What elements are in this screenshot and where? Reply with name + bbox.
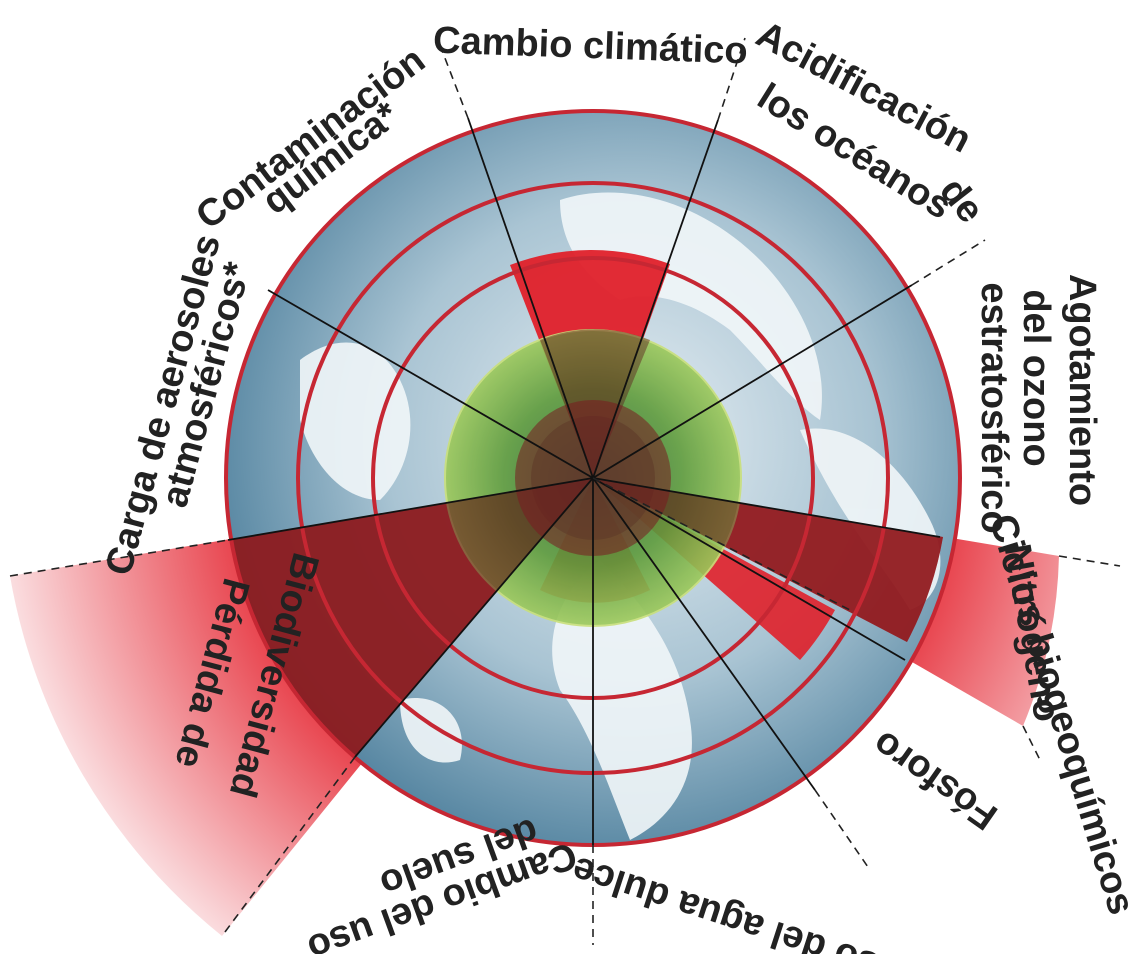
label-fosforo: Fósforo [865,722,1005,838]
label-agotamiento-2: del ozono [1015,289,1057,466]
label-agotamiento-1: Agotamiento [1061,274,1103,506]
label-agua: Uso del agua dulce [567,848,909,954]
label-cambio-climatico: Cambio climático [432,20,748,73]
label-agotamiento-3: estratosférico [973,282,1015,533]
